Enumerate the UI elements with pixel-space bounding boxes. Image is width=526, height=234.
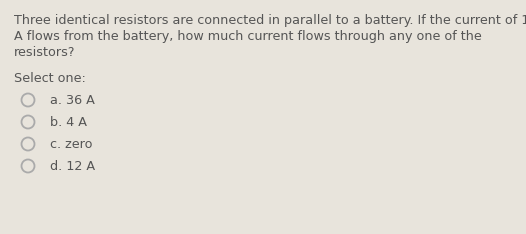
Text: d. 12 A: d. 12 A bbox=[50, 160, 95, 173]
Text: b. 4 A: b. 4 A bbox=[50, 116, 87, 129]
Text: a. 36 A: a. 36 A bbox=[50, 94, 95, 107]
Text: Select one:: Select one: bbox=[14, 72, 86, 85]
Text: resistors?: resistors? bbox=[14, 46, 76, 59]
Text: c. zero: c. zero bbox=[50, 138, 93, 151]
Text: Three identical resistors are connected in parallel to a battery. If the current: Three identical resistors are connected … bbox=[14, 14, 526, 27]
Text: A flows from the battery, how much current flows through any one of the: A flows from the battery, how much curre… bbox=[14, 30, 482, 43]
